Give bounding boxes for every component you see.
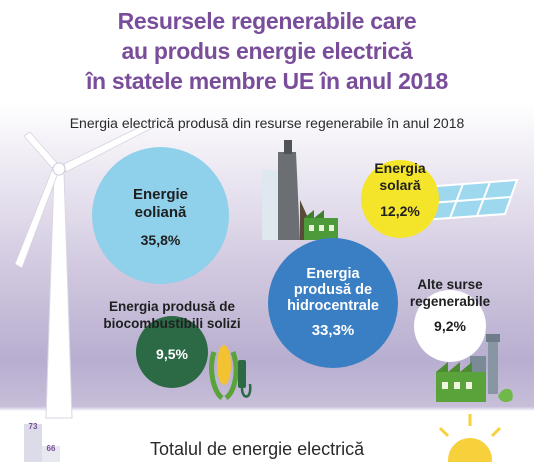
title-line-1: Resursele regenerabile care [117,8,417,34]
biofuel-label-line-1: Energia produsă de [108,299,236,314]
title-line-3: în statele membre UE în anul 2018 [85,68,449,94]
hydro-bubble [268,238,398,368]
biofuel-corn-icon [209,345,252,400]
wind-bubble [92,147,229,284]
other-label-line-1: Alte surse [417,277,483,292]
other-label-line-2: regenerabile [409,294,491,309]
solar-label-line-1: Energia [374,160,426,176]
factory-icon [436,334,513,403]
subtitle: Energia electrică produsă din resurse re… [69,115,465,131]
wind-label-line-1: Energie [132,186,189,203]
bar-label-73: 73 [28,422,38,431]
hydro-label-line-2: produsă de [293,282,373,298]
title-line-2: au produs energie electrică [121,38,413,64]
solar-bubble [361,160,439,238]
hydro-label: Energia produsă de hidrocentrale [272,266,394,314]
other-bubble [414,290,486,362]
other-value: 9,2% [434,318,466,334]
solar-label: Energia solară [358,160,442,194]
sun-icon [438,414,502,462]
hydro-label-line-1: Energia [306,266,360,282]
hydro-value: 33,3% [311,322,355,339]
biofuel-bubble [136,316,208,388]
wind-label-line-2: eoliană [134,204,187,221]
bottom-bars [24,424,60,462]
solar-label-line-2: solară [379,177,421,193]
wind-value: 35,8% [140,232,181,248]
hydro-dam-icon [262,140,338,240]
biofuel-label-line-2: biocombustibili solizi [103,316,241,331]
biofuel-label: Energia produsă de biocombustibili soliz… [82,298,262,332]
hydro-label-line-3: hidrocentrale [287,298,379,314]
biofuel-value: 9,5% [156,346,188,362]
wind-turbine-icon [14,117,161,419]
wind-label: Energie eoliană [96,186,225,222]
solar-value: 12,2% [380,203,420,219]
bar-label-66: 66 [46,444,56,453]
bottom-heading: Totalul de energie electrică [150,439,365,459]
other-label: Alte surse regenerabile [400,276,500,310]
